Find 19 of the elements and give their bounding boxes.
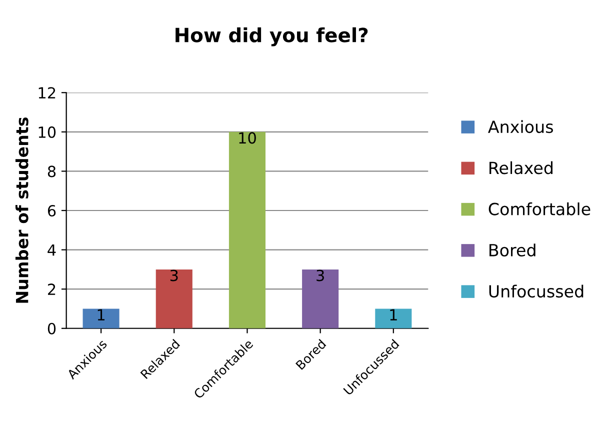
legend-label: Unfocussed (489, 284, 584, 298)
y-tick-label: 8 (48, 166, 56, 178)
legend-label: Relaxed (490, 161, 552, 174)
y-tick-label: 2 (48, 284, 56, 295)
data-label: 1 (390, 309, 397, 320)
data-label: 10 (239, 132, 256, 144)
y-tick-label: 10 (38, 126, 56, 138)
y-tick-label: 0 (48, 322, 56, 334)
legend-label: Anxious (488, 120, 553, 134)
data-label: 3 (316, 270, 324, 282)
chart-title: How did you feel? (176, 27, 368, 46)
data-label: 3 (170, 270, 178, 282)
y-tick-label: 6 (48, 204, 56, 217)
y-tick-label: 4 (48, 244, 56, 256)
legend-label: Comfortable (488, 202, 590, 216)
y-axis-title: Number of students (15, 117, 28, 303)
data-label: 1 (98, 309, 104, 320)
legend-label: Bored (490, 244, 536, 256)
y-tick-label: 12 (38, 87, 56, 98)
